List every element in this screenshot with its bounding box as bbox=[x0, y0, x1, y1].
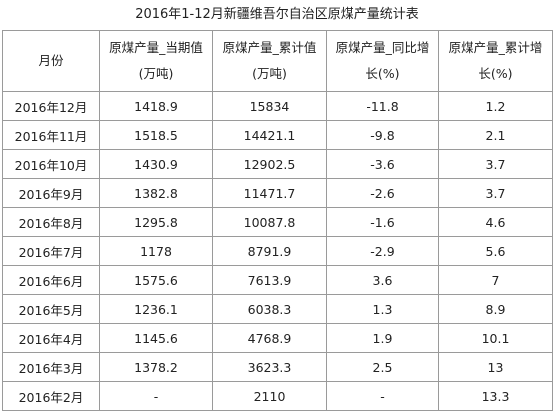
value-cell: -2.6 bbox=[326, 178, 439, 208]
header-cell: 原煤产量_当期值 (万吨) bbox=[99, 30, 213, 92]
value-cell: -2.9 bbox=[326, 236, 439, 266]
header-text: 原煤产量_累计增 bbox=[448, 40, 543, 55]
value-cell: 1178 bbox=[99, 236, 213, 266]
table-row: 2016年12月 1418.9 15834 -11.8 1.2 bbox=[2, 91, 553, 121]
month-cell: 2016年2月 bbox=[2, 381, 100, 411]
month-cell: 2016年8月 bbox=[2, 207, 100, 237]
month-cell: 2016年6月 bbox=[2, 265, 100, 295]
value-cell: 7613.9 bbox=[212, 265, 327, 295]
value-cell: 10.1 bbox=[438, 323, 553, 353]
header-cell: 原煤产量_累计值 (万吨) bbox=[212, 30, 327, 92]
table-row: 2016年9月 1382.8 11471.7 -2.6 3.7 bbox=[2, 178, 553, 208]
value-cell: 4.6 bbox=[438, 207, 553, 237]
value-cell: 12902.5 bbox=[212, 149, 327, 179]
value-cell: 2.1 bbox=[438, 120, 553, 150]
value-cell: 13 bbox=[438, 352, 553, 382]
value-cell: 5.6 bbox=[438, 236, 553, 266]
value-cell: -9.8 bbox=[326, 120, 439, 150]
month-cell: 2016年9月 bbox=[2, 178, 100, 208]
value-cell: 4768.9 bbox=[212, 323, 327, 353]
header-text: 原煤产量_当期值 bbox=[109, 40, 203, 55]
value-cell: 14421.1 bbox=[212, 120, 327, 150]
header-text: 长(%) bbox=[478, 66, 513, 81]
value-cell: 1295.8 bbox=[99, 207, 213, 237]
header-text: 月份 bbox=[38, 53, 64, 68]
value-cell: 3.7 bbox=[438, 149, 553, 179]
header-cell: 原煤产量_累计增 长(%) bbox=[438, 30, 553, 92]
value-cell: -3.6 bbox=[326, 149, 439, 179]
table-row: 2016年11月 1518.5 14421.1 -9.8 2.1 bbox=[2, 120, 553, 150]
table-row: 2016年2月 -2110-13.3 bbox=[2, 381, 553, 411]
table-row: 2016年6月 1575.6 7613.9 3.6 7 bbox=[2, 265, 553, 295]
value-cell: -11.8 bbox=[326, 91, 439, 121]
month-cell: 2016年4月 bbox=[2, 323, 100, 353]
table-row: 2016年5月 1236.1 6038.3 1.3 8.9 bbox=[2, 294, 553, 324]
header-text: 原煤产量_同比增 bbox=[335, 40, 430, 55]
value-cell: 1575.6 bbox=[99, 265, 213, 295]
month-cell: 2016年10月 bbox=[2, 149, 100, 179]
value-cell: 6038.3 bbox=[212, 294, 327, 324]
value-cell: 1382.8 bbox=[99, 178, 213, 208]
value-cell: 15834 bbox=[212, 91, 327, 121]
value-cell: 3.7 bbox=[438, 178, 553, 208]
value-cell: 1145.6 bbox=[99, 323, 213, 353]
table-row: 2016年4月 1145.6 4768.9 1.9 10.1 bbox=[2, 323, 553, 353]
header-cell: 原煤产量_同比增 长(%) bbox=[326, 30, 439, 92]
header-text: (万吨) bbox=[138, 66, 174, 81]
value-cell: 3.6 bbox=[326, 265, 439, 295]
value-cell: 1518.5 bbox=[99, 120, 213, 150]
header-row: 月份 原煤产量_当期值 (万吨) 原煤产量_累计值 (万吨) 原煤产量_同比增 长(%) 原煤… bbox=[2, 30, 553, 92]
table-title: 2016年1-12月新疆维吾尔自治区原煤产量统计表 bbox=[135, 7, 419, 22]
value-cell: 1.2 bbox=[438, 91, 553, 121]
value-cell: -1.6 bbox=[326, 207, 439, 237]
value-cell: 2.5 bbox=[326, 352, 439, 382]
month-cell: 2016年12月 bbox=[2, 91, 100, 121]
value-cell: 1236.1 bbox=[99, 294, 213, 324]
value-cell: 7 bbox=[438, 265, 553, 295]
header-cell: 月份 bbox=[2, 30, 100, 92]
value-cell: - bbox=[99, 381, 213, 411]
value-cell: 13.3 bbox=[438, 381, 553, 411]
header-text: 原煤产量_累计值 bbox=[222, 40, 317, 55]
value-cell: 1430.9 bbox=[99, 149, 213, 179]
value-cell: 3623.3 bbox=[212, 352, 327, 382]
value-cell: 1.3 bbox=[326, 294, 439, 324]
value-cell: - bbox=[326, 381, 439, 411]
value-cell: 2110 bbox=[212, 381, 327, 411]
table-row: 2016年3月 1378.2 3623.3 2.5 13 bbox=[2, 352, 553, 382]
header-text: 长(%) bbox=[365, 66, 400, 81]
month-cell: 2016年5月 bbox=[2, 294, 100, 324]
table-row: 2016年7月 1178 8791.9 -2.9 5.6 bbox=[2, 236, 553, 266]
table-row: 2016年8月 1295.8 10087.8 -1.6 4.6 bbox=[2, 207, 553, 237]
value-cell: 1418.9 bbox=[99, 91, 213, 121]
value-cell: 10087.8 bbox=[212, 207, 327, 237]
value-cell: 1.9 bbox=[326, 323, 439, 353]
header-text: (万吨) bbox=[252, 66, 287, 81]
value-cell: 8791.9 bbox=[212, 236, 327, 266]
value-cell: 1378.2 bbox=[99, 352, 213, 382]
table-row: 2016年10月 1430.9 12902.5 -3.6 3.7 bbox=[2, 149, 553, 179]
month-cell: 2016年7月 bbox=[2, 236, 100, 266]
value-cell: 8.9 bbox=[438, 294, 553, 324]
data-table: 月份 原煤产量_当期值 (万吨) 原煤产量_累计值 (万吨) 原煤产量_同比增 长(%) 原煤… bbox=[2, 30, 553, 411]
value-cell: 11471.7 bbox=[212, 178, 327, 208]
month-cell: 2016年3月 bbox=[2, 352, 100, 382]
month-cell: 2016年11月 bbox=[2, 120, 100, 150]
